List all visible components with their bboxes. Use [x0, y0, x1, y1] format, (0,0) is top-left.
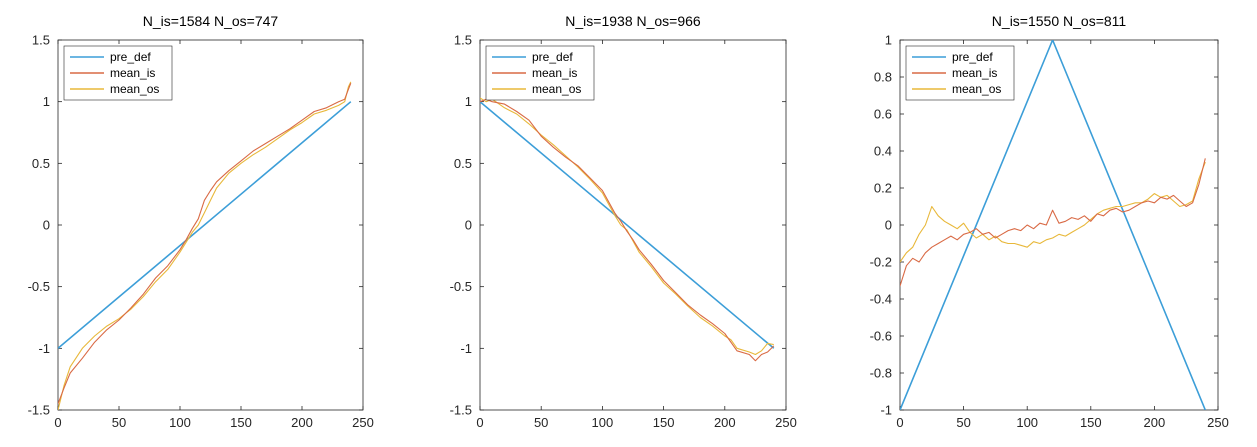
x-tick-label: 250	[1207, 415, 1229, 430]
legend-label: mean_is	[110, 66, 155, 80]
y-tick-label: -0.5	[450, 279, 472, 294]
series-line-pre-def	[480, 101, 775, 349]
legend: pre_def mean_is mean_os	[905, 45, 1015, 101]
chart-panel-1: N_is=1584 N_os=747 0 50 100 150 200 250 -1.5 -1 -…	[28, 13, 374, 430]
y-tick-label: 0	[465, 218, 472, 233]
legend-label: mean_os	[532, 82, 581, 96]
series-group	[58, 81, 352, 410]
y-tick-label: -1.5	[450, 403, 472, 418]
chart-panel-3: N_is=1550 N_os=811 0 50 100 150 200 250 -1 -0.8 -…	[870, 13, 1229, 430]
y-tick-label: -0.2	[870, 255, 892, 270]
series-line-mean-os	[58, 81, 352, 410]
y-tick-label: -1	[38, 341, 50, 356]
legend-label: pre_def	[532, 50, 573, 64]
series-group	[900, 40, 1207, 410]
x-tick-label: 200	[291, 415, 313, 430]
legend-label: mean_os	[952, 82, 1001, 96]
y-tick-label: 0.5	[32, 156, 50, 171]
x-tick-label: 100	[592, 415, 614, 430]
legend-label: mean_os	[110, 82, 159, 96]
series-line-mean-os	[900, 161, 1206, 263]
y-tick-label: -0.8	[870, 366, 892, 381]
y-tick-label: -0.4	[870, 292, 892, 307]
y-tick-label: -0.5	[28, 279, 50, 294]
y-tick-label: 0.4	[874, 144, 892, 159]
series-line-mean-is	[58, 82, 352, 404]
x-tick-label: 250	[775, 415, 797, 430]
series-line-pre-def	[900, 40, 1207, 410]
x-tick-label: 0	[476, 415, 483, 430]
y-tick-label: 0.8	[874, 70, 892, 85]
x-tick-label: 150	[1080, 415, 1102, 430]
x-tick-label: 100	[1016, 415, 1038, 430]
x-tick-label: 150	[230, 415, 252, 430]
y-tick-label: 0	[43, 218, 50, 233]
legend: pre_def mean_is mean_os	[63, 45, 173, 101]
series-line-mean-os	[480, 97, 774, 356]
y-tick-label: 0.6	[874, 107, 892, 122]
y-tick-label: 1	[465, 94, 472, 109]
x-tick-label: 100	[169, 415, 191, 430]
legend-box	[63, 45, 173, 101]
x-tick-label: 0	[896, 415, 903, 430]
y-tick-label: 1	[885, 33, 892, 48]
x-tick-label: 50	[956, 415, 970, 430]
y-tick-label: 1	[43, 94, 50, 109]
chart-title: N_is=1938 N_os=966	[565, 13, 701, 29]
x-tick-label: 200	[714, 415, 736, 430]
legend-label: mean_is	[532, 66, 577, 80]
legend-label: pre_def	[952, 50, 993, 64]
chart-title: N_is=1584 N_os=747	[143, 13, 279, 29]
y-tick-label: -1	[880, 403, 892, 418]
chart-panel-2: N_is=1938 N_os=966 0 50 100 150 200 250 -1.5 -1 -…	[450, 13, 797, 430]
series-line-mean-is	[900, 158, 1206, 287]
y-tick-label: 0	[885, 218, 892, 233]
series-group	[480, 97, 775, 362]
y-tick-label: -0.6	[870, 329, 892, 344]
y-tick-label: -1	[460, 341, 472, 356]
x-tick-label: 50	[112, 415, 126, 430]
y-tick-label: 1.5	[32, 33, 50, 48]
legend-label: pre_def	[110, 50, 151, 64]
y-tick-label: 1.5	[454, 33, 472, 48]
legend-label: mean_is	[952, 66, 997, 80]
series-line-mean-is	[480, 98, 775, 362]
x-tick-label: 50	[534, 415, 548, 430]
y-tick-label: -1.5	[28, 403, 50, 418]
y-tick-label: 0.5	[454, 156, 472, 171]
x-tick-label: 0	[54, 415, 61, 430]
x-tick-label: 250	[352, 415, 374, 430]
chart-title: N_is=1550 N_os=811	[992, 13, 1127, 29]
series-line-pre-def	[58, 101, 352, 349]
x-tick-label: 150	[653, 415, 675, 430]
x-tick-label: 200	[1144, 415, 1166, 430]
y-tick-label: 0.2	[874, 181, 892, 196]
legend: pre_def mean_is mean_os	[485, 45, 595, 101]
